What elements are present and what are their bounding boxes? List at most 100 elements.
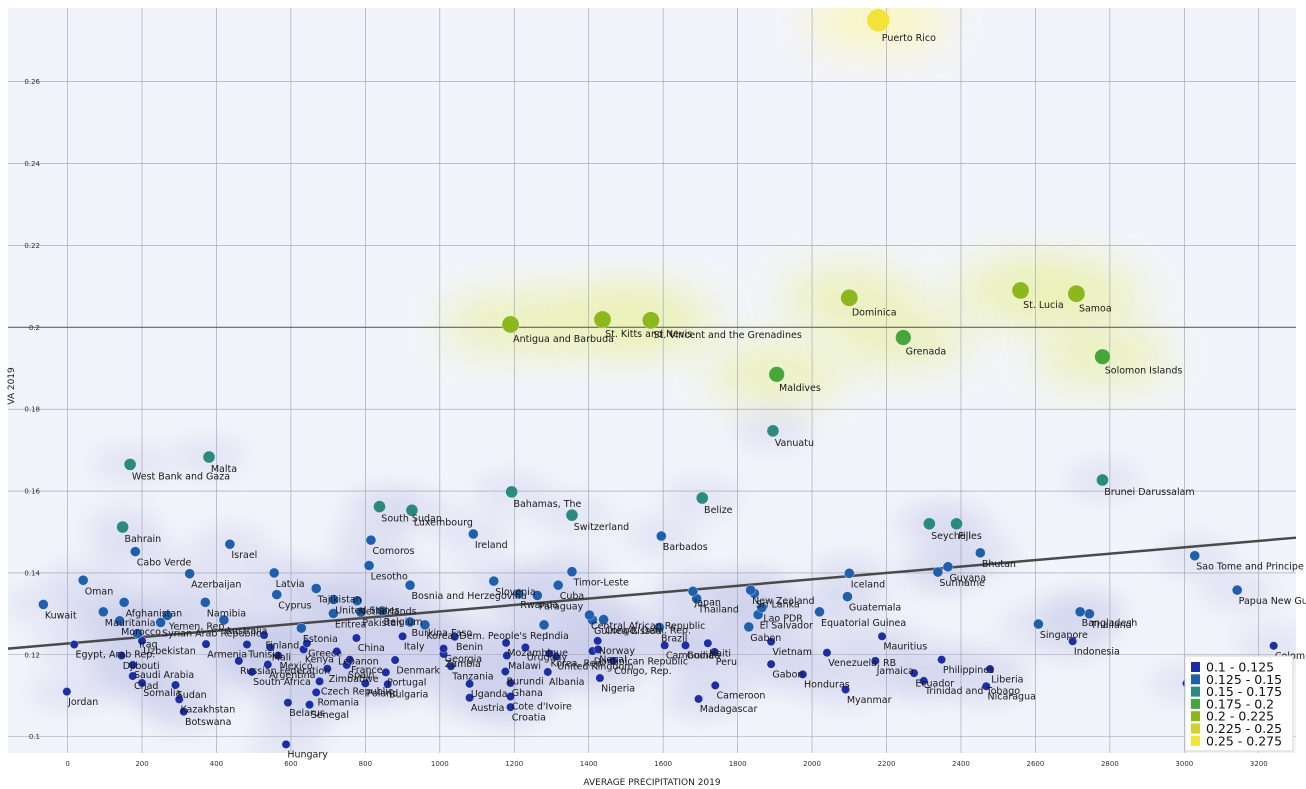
data-point-label: Maldives: [779, 383, 821, 394]
data-point-label: South Sudan: [381, 514, 442, 525]
data-point: [1269, 641, 1279, 651]
data-point: [259, 630, 269, 640]
data-point-label: Peru: [716, 657, 737, 668]
data-point: [743, 621, 755, 633]
data-point: [919, 676, 929, 686]
data-point-label: Switzerland: [574, 522, 629, 533]
data-point-label: Zimbabwe: [329, 674, 379, 685]
data-point: [985, 664, 995, 674]
data-point-label: Brunei Darussalam: [1104, 487, 1194, 498]
data-point-label: Korea, Dem. People's Rep.: [426, 631, 551, 642]
data-point: [310, 583, 322, 594]
data-point-label: Paraguay: [539, 601, 584, 612]
data-point-label: Dominica: [852, 307, 897, 318]
x-tick-label: 2400: [952, 760, 970, 768]
data-point: [174, 694, 184, 704]
data-point-label: India: [546, 631, 569, 642]
data-point: [351, 633, 361, 643]
data-point-label: Haiti: [709, 648, 731, 659]
data-point: [1011, 281, 1030, 300]
data-point-label: Cuba: [560, 591, 585, 602]
data-point-label: Sri Lanka: [756, 599, 800, 610]
data-point: [841, 685, 851, 695]
data-point: [345, 655, 355, 665]
legend-label: 0.15 - 0.175: [1206, 684, 1282, 699]
data-point-label: Russian Federation: [240, 666, 330, 677]
data-point: [69, 640, 79, 650]
data-point: [513, 588, 525, 600]
data-point: [593, 310, 612, 329]
data-point: [302, 638, 312, 648]
data-point: [1067, 284, 1086, 303]
legend-swatch: [1191, 686, 1200, 697]
data-point: [383, 679, 393, 689]
data-point: [373, 500, 386, 513]
x-tick-label: 3000: [1175, 760, 1193, 768]
data-point: [766, 424, 780, 438]
data-point-label: Gabon: [750, 633, 781, 644]
data-point: [155, 617, 166, 628]
data-point-label: Denmark: [396, 665, 440, 676]
data-point: [450, 632, 460, 642]
data-point: [123, 458, 137, 471]
data-point-label: Vanuatu: [775, 438, 814, 449]
data-point-label: Croatia: [512, 712, 546, 723]
data-point: [130, 546, 141, 557]
data-point-label: Azerbaijan: [191, 580, 241, 591]
data-point-label: Uzbekistan: [143, 646, 195, 657]
data-point: [242, 640, 252, 650]
data-point-label: Portugal: [387, 678, 426, 689]
data-point: [766, 637, 776, 647]
data-point-label: Czech Republic: [321, 687, 393, 698]
data-point: [877, 631, 887, 641]
data-point: [543, 667, 553, 677]
data-point: [137, 678, 147, 688]
data-point: [273, 651, 283, 661]
data-point-label: Yemen, Rep.: [168, 621, 228, 632]
data-point-label: Guyana: [949, 573, 986, 584]
data-point-label: Tanzania: [451, 671, 493, 682]
data-point: [118, 597, 130, 608]
data-point-label: Mauritania: [105, 618, 156, 629]
data-point: [895, 329, 912, 346]
data-point-label: Trinidad and Tobago: [924, 686, 1020, 697]
data-point: [501, 638, 511, 648]
data-point: [137, 636, 147, 646]
data-point-label: Hungary: [287, 750, 328, 761]
data-point-label: Romania: [317, 698, 359, 709]
legend-swatch: [1191, 662, 1200, 672]
data-point-label: United Kingdom: [557, 662, 633, 673]
data-point-label: Philippines: [943, 665, 994, 676]
data-point-label: Congo, Dem. Rep.: [605, 626, 691, 637]
data-point: [565, 508, 579, 522]
data-point-label: Egypt, Arab Rep.: [76, 650, 156, 661]
data-point: [201, 639, 211, 649]
data-point-label: Seychelles: [931, 531, 982, 542]
data-point-label: Greece: [308, 648, 342, 659]
data-point-label: Suriname: [939, 578, 985, 589]
y-axis-title: VA 2019: [7, 367, 17, 405]
data-point-label: Korea, Rep.: [551, 659, 605, 670]
data-point-label: Japan: [693, 597, 721, 608]
data-point: [593, 636, 603, 646]
y-tick-label: 0.24: [24, 160, 40, 168]
y-tick-label: 0.1: [29, 733, 40, 741]
data-point-label: Kenya: [305, 655, 334, 666]
data-point: [506, 692, 516, 702]
data-point-label: Somalia: [143, 688, 181, 699]
legend-swatch: [1191, 674, 1200, 685]
data-point: [360, 678, 370, 688]
data-point-label: Cabo Verde: [137, 558, 192, 569]
data-point: [502, 651, 512, 661]
data-point-label: Guatemala: [849, 603, 901, 614]
legend-label: 0.25 - 0.275: [1206, 733, 1282, 748]
data-point: [950, 517, 963, 531]
data-point: [937, 655, 947, 665]
data-point-label: Georgia: [445, 654, 482, 665]
data-point: [263, 660, 273, 670]
y-tick-label: 0.12: [24, 651, 40, 659]
data-point: [398, 631, 408, 641]
data-point-label: Latvia: [276, 579, 305, 590]
data-point: [506, 702, 516, 712]
y-tick-label: 0.16: [24, 488, 40, 496]
